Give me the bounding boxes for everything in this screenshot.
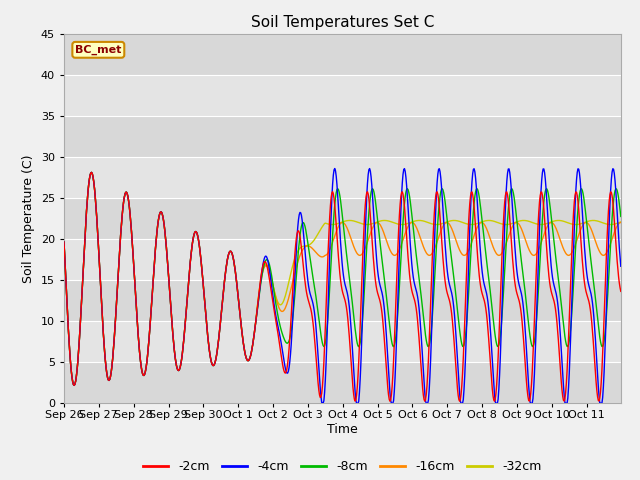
Text: BC_met: BC_met	[75, 45, 122, 55]
Bar	[64, 157, 621, 198]
Bar	[64, 362, 621, 403]
X-axis label: Time: Time	[327, 423, 358, 436]
Bar	[64, 321, 621, 362]
Legend: -2cm, -4cm, -8cm, -16cm, -32cm: -2cm, -4cm, -8cm, -16cm, -32cm	[138, 455, 547, 478]
Bar	[64, 116, 621, 157]
Bar	[64, 75, 621, 116]
Bar	[64, 198, 621, 239]
Title: Soil Temperatures Set C: Soil Temperatures Set C	[251, 15, 434, 30]
Bar	[64, 239, 621, 280]
Bar	[64, 34, 621, 75]
Bar	[64, 280, 621, 321]
Y-axis label: Soil Temperature (C): Soil Temperature (C)	[22, 154, 35, 283]
